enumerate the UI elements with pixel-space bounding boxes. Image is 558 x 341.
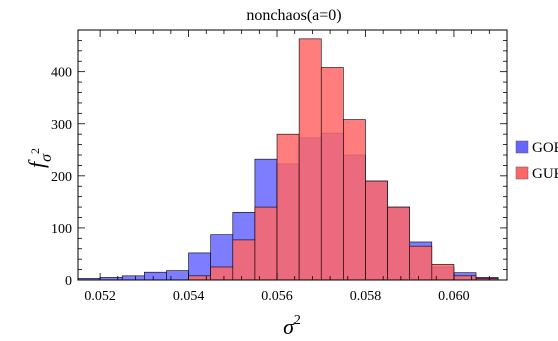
y-axis-ticks: 0 100 200 300 400 [51,29,507,289]
x-axis-label-base: σ [283,314,295,339]
bar-goe-2 [121,275,145,281]
x-tick-label: 0.058 [350,289,382,304]
bar-gue-5 [188,275,211,281]
y-tick-label: 100 [51,222,72,237]
y-axis-label: fσ2 [24,148,55,168]
bar-gue-13 [365,180,388,281]
legend-label-goe: GOE [532,140,558,156]
x-tick-label: 0.052 [84,289,116,304]
bar-goe-4 [166,270,189,281]
bar-gue-12 [343,119,366,281]
chart-title: nonchaos(a=0) [246,7,341,24]
bar-gue-17 [453,275,477,281]
bar-gue-8 [254,206,278,281]
bar-gue-15 [409,245,433,281]
x-axis-label: σ2 [283,313,301,339]
y-tick-label: 300 [51,118,72,133]
y-axis-label-sub: σ [38,153,55,162]
y-tick-label: 200 [51,170,72,185]
bar-goe-3 [144,271,167,281]
x-axis-label-sup: 2 [294,313,301,328]
legend-swatch-gue [515,166,529,180]
legend: GOE GUE [515,140,558,182]
bar-gue-7 [232,239,256,281]
bar-gue-9 [276,133,300,281]
y-tick-label: 400 [51,66,72,81]
bar-gue-14 [387,206,411,281]
bar-gue-11 [320,67,344,281]
x-tick-label: 0.056 [261,289,293,304]
legend-swatch-goe [515,140,529,154]
y-tick-label: 0 [65,274,72,289]
bar-gue-10 [298,38,322,281]
x-axis-ticks: 0.052 0.054 0.056 0.058 0.060 [84,30,490,304]
y-axis-label-sub-sup: 2 [28,148,42,154]
x-tick-label: 0.060 [438,289,470,304]
bars-group [77,38,499,281]
legend-label-gue: GUE [532,166,558,182]
bar-gue-16 [431,264,455,281]
x-tick-label: 0.054 [173,289,205,304]
bar-gue-6 [210,266,234,281]
y-axis-label-base: f [24,159,49,168]
